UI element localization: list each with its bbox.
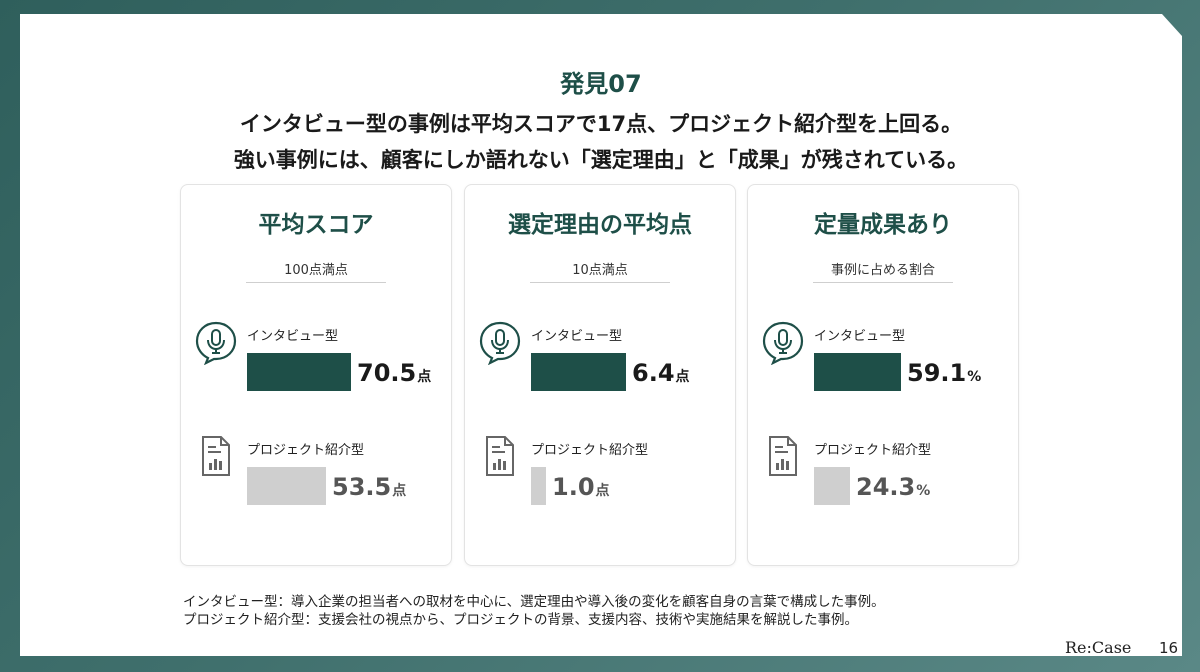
data-label: 6.4点: [632, 359, 690, 387]
data-label-value: 53.5: [332, 473, 392, 501]
data-label: 1.0点: [552, 473, 610, 501]
series-label: プロジェクト紹介型: [531, 443, 649, 458]
document-chart-icon: [760, 433, 806, 479]
series-label: インタビュー型: [814, 329, 906, 344]
data-label-unit: 点: [392, 483, 407, 499]
data-label-value: 70.5: [357, 359, 417, 387]
slide: 発見07 インタビュー型の事例は平均スコアで17点、プロジェクト紹介型を上回る。…: [20, 14, 1182, 656]
data-label: 53.5点: [332, 473, 406, 501]
bar-mark: [814, 353, 901, 391]
divider: [246, 282, 386, 283]
data-label-value: 59.1: [907, 359, 967, 387]
data-label-unit: 点: [595, 483, 610, 499]
bar-mark: [247, 467, 326, 505]
data-label: 24.3%: [856, 473, 930, 501]
document-chart-icon: [477, 433, 523, 479]
divider: [530, 282, 670, 283]
finding-label: 発見07: [560, 70, 642, 98]
footnote-interview: インタビュー型：導入企業の担当者への取材を中心に、選定理由や導入後の変化を顧客自…: [183, 594, 885, 610]
series-label: プロジェクト紹介型: [814, 443, 932, 458]
data-label-value: 6.4: [632, 359, 675, 387]
series-label: プロジェクト紹介型: [247, 443, 365, 458]
bar-mark: [531, 353, 626, 391]
data-label: 70.5点: [357, 359, 431, 387]
headline-line-1: インタビュー型の事例は平均スコアで17点、プロジェクト紹介型を上回る。: [239, 112, 963, 136]
chart-title: 定量成果あり: [814, 212, 952, 238]
data-label-unit: %: [916, 483, 931, 499]
headline: インタビュー型の事例は平均スコアで17点、プロジェクト紹介型を上回る。 強い事例…: [20, 106, 1182, 178]
chart-subtitle: 10点満点: [572, 263, 628, 278]
bar-mark: [814, 467, 850, 505]
bar-mark: [247, 353, 351, 391]
chart-title: 選定理由の平均点: [508, 212, 692, 238]
series-label: インタビュー型: [247, 329, 339, 344]
microphone-speech-bubble-icon: [477, 319, 523, 366]
microphone-speech-bubble-icon: [760, 319, 806, 366]
headline-line-2: 強い事例には、顧客にしか語れない「選定理由」と「成果」が残されている。: [233, 148, 969, 172]
footnote-project: プロジェクト紹介型：支援会社の視点から、プロジェクトの背景、支援内容、技術や実施…: [183, 612, 858, 628]
series-label: インタビュー型: [531, 329, 623, 344]
document-chart-icon: [193, 433, 239, 479]
brand-logo: Re:Case: [1065, 638, 1132, 657]
chart-card-average-score: 平均スコア 100点満点 インタビュー型 70.5点 プロジェクト紹介型 53.5点: [180, 184, 452, 566]
data-label-value: 1.0: [552, 473, 595, 501]
data-label-value: 24.3: [856, 473, 916, 501]
chart-card-selection-reason: 選定理由の平均点 10点満点 インタビュー型 6.4点 プロジェクト紹介型 1.0点: [464, 184, 736, 566]
chart-card-quantitative-results: 定量成果あり事例に占める割合インタビュー型 59.1% プロジェクト紹介型 24.3%: [747, 184, 1019, 566]
data-label-unit: %: [967, 369, 982, 385]
microphone-speech-bubble-icon: [193, 319, 239, 366]
page-number: 16: [1159, 639, 1179, 657]
data-label-unit: 点: [675, 369, 690, 385]
chart-title: 平均スコア: [258, 212, 374, 238]
chart-subtitle: 100点満点: [284, 263, 348, 278]
data-label-unit: 点: [417, 369, 432, 385]
chart-subtitle: 事例に占める割合: [830, 263, 935, 278]
data-label: 59.1%: [907, 359, 981, 387]
bar-mark: [531, 467, 546, 505]
divider: [813, 282, 953, 283]
